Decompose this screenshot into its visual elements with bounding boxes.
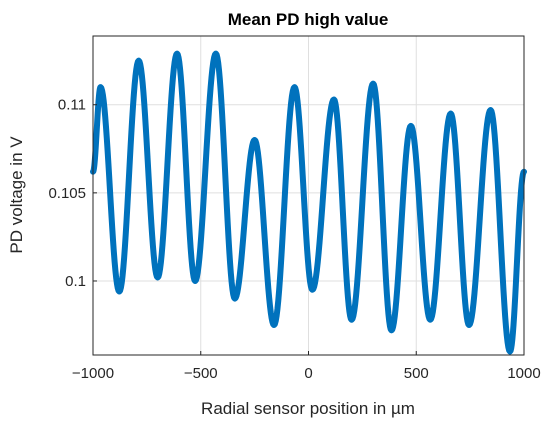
x-tick-label: −500: [184, 365, 218, 382]
tick-labels: −1000 −500 0 500 1000 0.1 0.105 0.11: [48, 97, 540, 382]
y-tick-label: 0.105: [48, 185, 86, 202]
x-tick-label: 500: [404, 365, 429, 382]
x-tick-label: −1000: [72, 365, 114, 382]
y-tick-label: 0.1: [65, 273, 86, 290]
y-axis-label: PD voltage in V: [7, 136, 26, 254]
series-layer: [90, 50, 527, 355]
x-axis-label: Radial sensor position in µm: [201, 399, 415, 418]
series-line: [90, 50, 527, 355]
x-tick-label: 0: [304, 365, 312, 382]
y-tick-label: 0.11: [58, 97, 86, 114]
axis-ticks: [92, 104, 525, 355]
chart-title: Mean PD high value: [228, 10, 389, 29]
x-tick-label: 1000: [507, 365, 540, 382]
